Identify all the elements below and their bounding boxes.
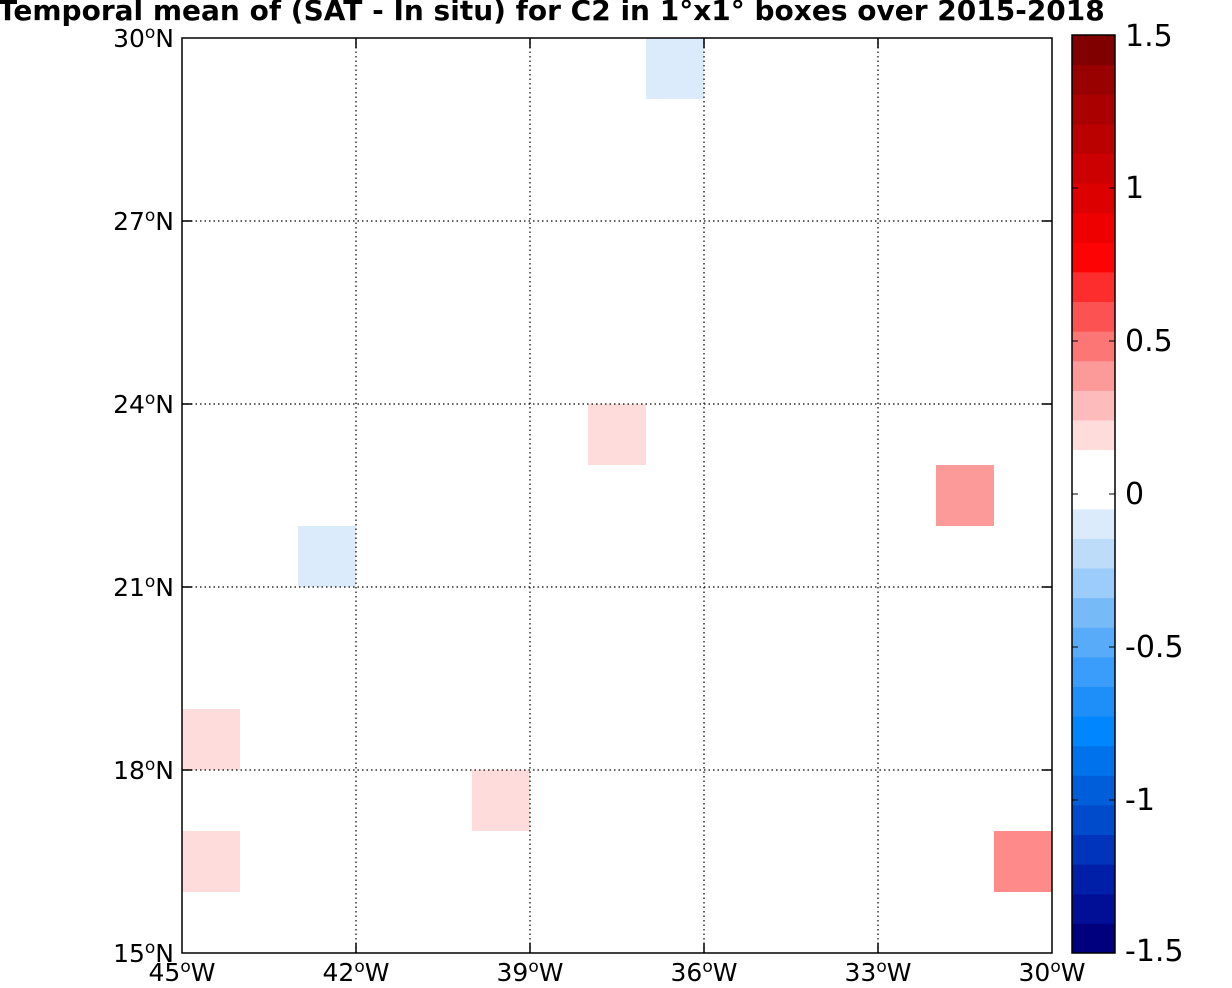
colorbar-segment (1072, 183, 1115, 214)
latitude-label: 27oN (113, 206, 174, 236)
longitude-label: 42oW (323, 957, 390, 984)
colorbar-segment (1072, 123, 1115, 154)
data-box (182, 709, 240, 770)
longitude-label: 30oW (1019, 957, 1086, 984)
colorbar-segment (1072, 538, 1115, 569)
longitude-label: 45oW (149, 957, 216, 984)
colorbar-label: -1.5 (1125, 934, 1184, 969)
latitude-label: 15oN (113, 938, 174, 968)
colorbar-segment (1072, 568, 1115, 599)
colorbar-label: 0 (1125, 477, 1144, 512)
colorbar-segment (1072, 153, 1115, 184)
colorbar-segment (1072, 834, 1115, 865)
colorbar-segment (1072, 627, 1115, 658)
colorbar-segment (1072, 656, 1115, 687)
map-title: Temporal mean of (SAT - In situ) for C2 … (0, 0, 1105, 27)
colorbar-segment (1072, 419, 1115, 451)
data-box (298, 526, 356, 587)
longitude-labels: 45oW 42oW 39oW 36oW 33oW 30oW (149, 957, 1086, 987)
colorbar (1072, 35, 1115, 954)
colorbar-segment (1072, 271, 1115, 303)
colorbar-segment (1072, 775, 1115, 806)
latitude-labels: 15oN 18oN 21oN 24oN 27oN 30oN (113, 23, 174, 968)
colorbar-segment (1072, 745, 1115, 776)
data-box (588, 404, 646, 465)
colorbar-segment (1072, 804, 1115, 836)
colorbar-segment (1072, 390, 1115, 421)
colorbar-segment (1072, 301, 1115, 332)
latitude-label: 24oN (113, 389, 174, 419)
colorbar-segment (1072, 716, 1115, 747)
colorbar-label: 1 (1125, 171, 1144, 206)
colorbar-segment (1072, 893, 1115, 924)
data-box (994, 831, 1052, 892)
longitude-label: 36oW (671, 957, 738, 984)
data-box (646, 38, 704, 99)
colorbar-segment (1072, 94, 1115, 125)
colorbar-label: 1.5 (1125, 19, 1173, 54)
colorbar-segment (1072, 923, 1115, 954)
colorbar-segment (1072, 360, 1115, 391)
colorbar-segment (1072, 35, 1115, 66)
latitude-label: 21oN (113, 572, 174, 602)
longitude-label: 33oW (845, 957, 912, 984)
colorbar-label: -1 (1125, 783, 1155, 818)
latitude-label: 18oN (113, 755, 174, 785)
longitude-label: 39oW (497, 957, 564, 984)
data-box (182, 831, 240, 892)
colorbar-segment (1072, 508, 1115, 539)
colorbar-segment (1072, 864, 1115, 895)
map-background (182, 38, 1052, 953)
colorbar-segment (1072, 449, 1115, 480)
colorbar-segment (1072, 686, 1115, 717)
data-boxes (182, 38, 1052, 892)
graticule (182, 38, 1052, 953)
colorbar-segment (1072, 597, 1115, 628)
colorbar-segment (1072, 212, 1115, 243)
latitude-label: 30oN (113, 23, 174, 53)
colorbar-segment (1072, 242, 1115, 273)
colorbar-labels: 1.5 1 0.5 0 -0.5 -1 -1.5 (1072, 19, 1184, 969)
colorbar-segment (1072, 64, 1115, 95)
data-box (936, 465, 994, 526)
colorbar-label: -0.5 (1125, 630, 1184, 665)
colorbar-label: 0.5 (1125, 324, 1173, 359)
data-box (472, 770, 530, 831)
colorbar-segment (1072, 331, 1115, 362)
colorbar-segment (1072, 479, 1115, 510)
map-frame (181, 37, 1053, 954)
